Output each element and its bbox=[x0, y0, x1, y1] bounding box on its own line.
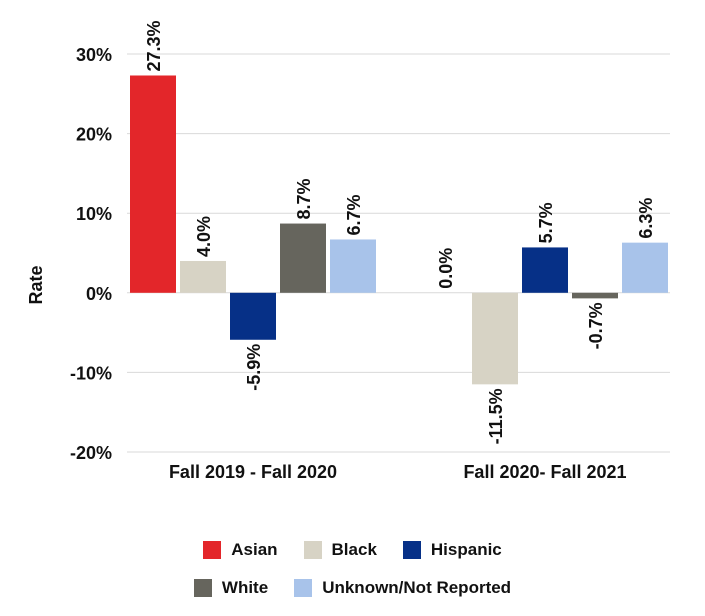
data-label: -5.9% bbox=[244, 344, 264, 391]
bar-white-2 bbox=[572, 292, 618, 299]
bar-hispanic-1 bbox=[230, 292, 276, 340]
data-label: 5.7% bbox=[536, 202, 556, 243]
data-label: 4.0% bbox=[194, 216, 214, 257]
legend-label-hispanic: Hispanic bbox=[430, 540, 502, 559]
bar-hispanic-2 bbox=[522, 247, 568, 293]
legend-swatch-asian bbox=[203, 541, 222, 559]
legend-row-1: Asian Black Hispanic bbox=[0, 540, 705, 560]
y-tick-label: 20% bbox=[76, 125, 112, 145]
y-tick-label: 30% bbox=[76, 45, 112, 65]
data-label: -11.5% bbox=[486, 388, 506, 444]
bars bbox=[130, 75, 668, 385]
legend-item-white: White bbox=[193, 578, 269, 598]
bar-asian-1 bbox=[130, 75, 176, 293]
legend-item-black: Black bbox=[303, 540, 377, 560]
y-tick-label: -20% bbox=[70, 443, 112, 463]
legend-swatch-black bbox=[303, 541, 322, 559]
legend-swatch-hispanic bbox=[402, 541, 421, 559]
legend-item-hispanic: Hispanic bbox=[402, 540, 502, 560]
bar-black-1 bbox=[180, 260, 226, 293]
legend-swatch-unknown bbox=[294, 579, 313, 597]
bar-black-2 bbox=[472, 292, 518, 385]
legend-label-asian: Asian bbox=[231, 540, 278, 559]
x-tick-label: Fall 2019 - Fall 2020 bbox=[169, 462, 337, 482]
legend-label-unknown: Unknown/Not Reported bbox=[322, 578, 512, 597]
bar-unknown-not-reported-2 bbox=[622, 242, 668, 293]
bar-unknown-not-reported-1 bbox=[330, 239, 376, 293]
legend-label-black: Black bbox=[331, 540, 377, 559]
legend-item-asian: Asian bbox=[203, 540, 278, 560]
x-axis-ticks: Fall 2019 - Fall 2020 Fall 2020- Fall 202… bbox=[169, 462, 627, 482]
y-tick-label: 0% bbox=[86, 284, 112, 304]
y-tick-label: -10% bbox=[70, 363, 112, 383]
data-label: 27.3% bbox=[144, 20, 164, 71]
legend-row-2: White Unknown/Not Reported bbox=[0, 578, 705, 598]
data-label: 8.7% bbox=[294, 179, 314, 220]
data-label: 6.7% bbox=[344, 194, 364, 235]
y-tick-label: 10% bbox=[76, 204, 112, 224]
x-tick-label: Fall 2020- Fall 2021 bbox=[463, 462, 626, 482]
y-axis-ticks: -20% -10% 0% 10% 20% 30% bbox=[70, 45, 112, 463]
data-label: 6.3% bbox=[636, 198, 656, 239]
legend-item-unknown: Unknown/Not Reported bbox=[294, 578, 511, 598]
bar-white-1 bbox=[280, 223, 326, 293]
y-axis-label: Rate bbox=[26, 265, 46, 304]
legend-swatch-white bbox=[193, 579, 212, 597]
data-labels: 27.3% 4.0% -5.9% 8.7% 6.7% 0.0% -11.5% 5.7% -0.7… bbox=[144, 20, 656, 444]
chart-svg: -20% -10% 0% 10% 20% 30% 27.3% 4.0% -5.9% 8.7% 6.… bbox=[26, 20, 670, 482]
data-label: -0.7% bbox=[586, 302, 606, 349]
legend-label-white: White bbox=[221, 578, 269, 597]
data-label: 0.0% bbox=[436, 248, 456, 289]
